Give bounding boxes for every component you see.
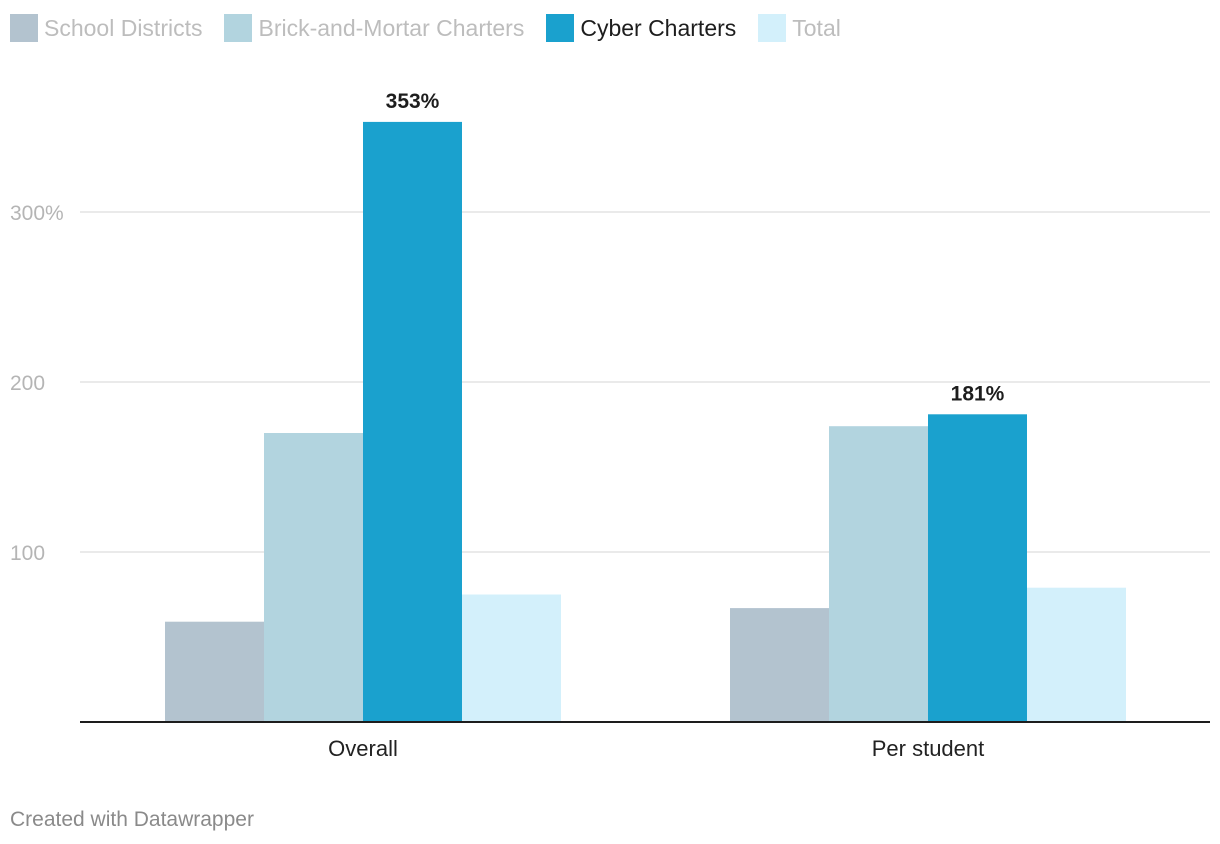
bar-school-districts-per-student — [730, 608, 829, 722]
bar-cyber-charters-per-student — [928, 414, 1027, 722]
bar-brick-and-mortar-charters-overall — [264, 433, 363, 722]
y-tick-label: 300% — [10, 202, 64, 225]
x-category-label: Overall — [328, 736, 398, 761]
legend-label: Total — [792, 15, 841, 41]
legend-item-brick-and-mortar-charters: Brick-and-Mortar Charters — [224, 13, 524, 43]
legend-swatch — [758, 14, 787, 42]
legend-swatch — [546, 14, 575, 42]
y-tick-label: 100 — [10, 542, 45, 565]
datawrapper-credit: Created with Datawrapper — [10, 808, 254, 831]
bar-cyber-charters-overall — [363, 121, 462, 722]
bar-total-per-student — [1027, 587, 1126, 722]
legend-item-school-districts: School Districts — [10, 13, 202, 43]
legend-item-cyber-charters: Cyber Charters — [546, 13, 736, 43]
legend-label: Cyber Charters — [580, 15, 737, 41]
y-tick-label: 200 — [10, 372, 45, 395]
legend-swatch — [224, 14, 253, 42]
bar-school-districts-overall — [165, 621, 264, 722]
bar-brick-and-mortar-charters-per-student — [829, 426, 928, 722]
legend-item-total: Total — [758, 13, 841, 43]
bar-total-overall — [462, 594, 561, 722]
legend-label: School Districts — [44, 15, 203, 41]
legend-swatch — [10, 14, 38, 42]
data-label: 353% — [386, 90, 440, 113]
chart-legend: School Districts Brick-and-Mortar Charter… — [10, 12, 863, 44]
data-label: 181% — [951, 382, 1005, 405]
x-category-label: Per student — [872, 736, 985, 761]
legend-label: Brick-and-Mortar Charters — [258, 15, 525, 41]
